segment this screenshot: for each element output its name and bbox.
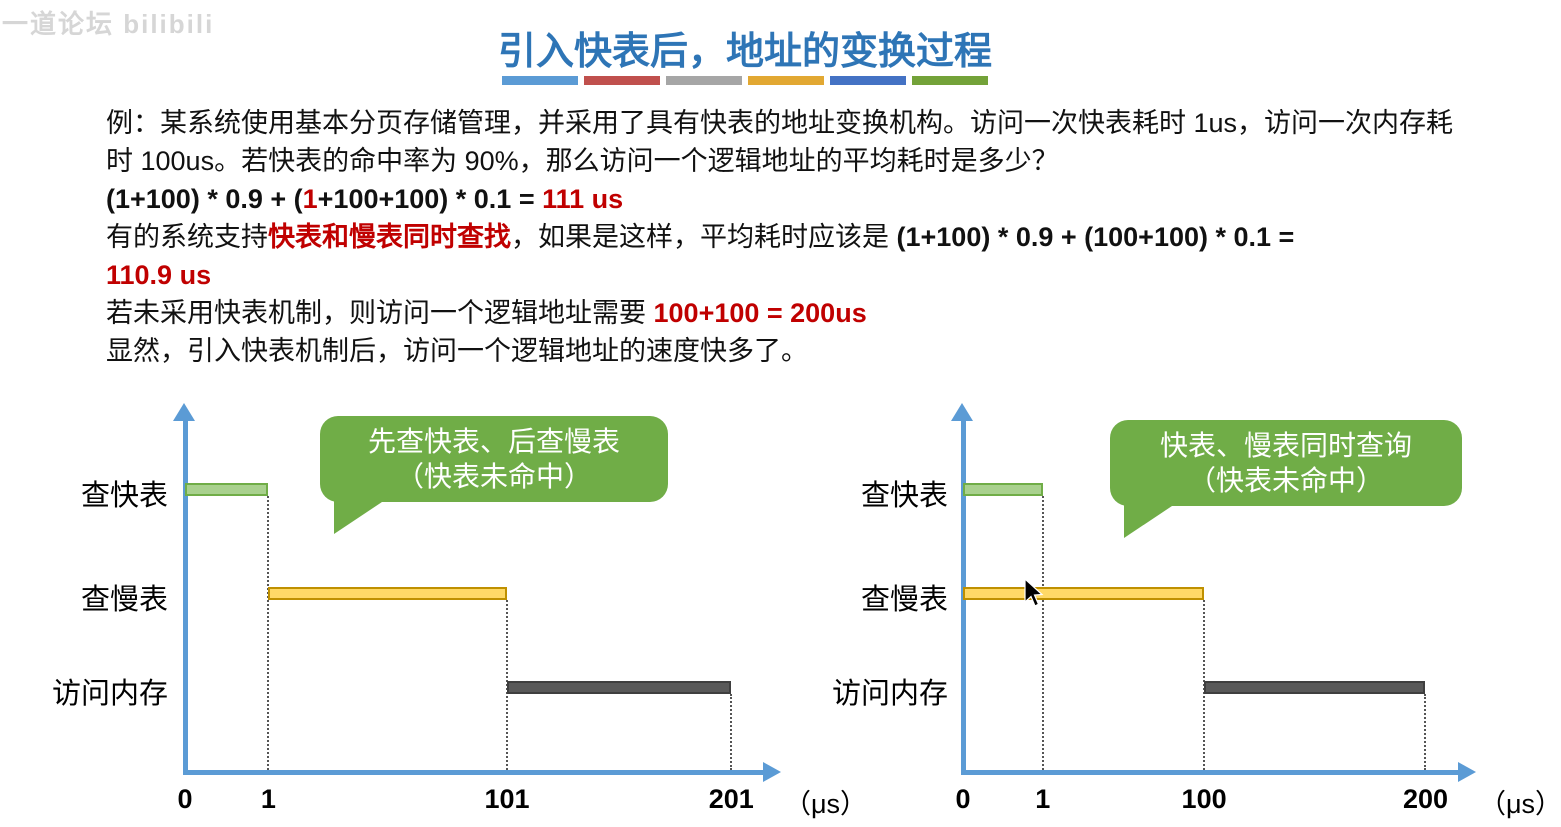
formula-part: +100+100) * 0.1 = — [317, 184, 543, 214]
x-axis-arrow-icon — [763, 762, 781, 782]
row-label: 访问内存 — [831, 678, 948, 710]
y-axis-arrow-icon — [173, 403, 195, 421]
bubble-line2: （快表未命中） — [1187, 465, 1384, 496]
row-label: 查慢表 — [860, 584, 948, 616]
underline-segment — [912, 76, 988, 85]
formula-result: 111 us — [542, 184, 624, 214]
row-label: 查慢表 — [80, 584, 168, 616]
watermark: 一道论坛 bilibili — [2, 9, 215, 39]
underline-segment — [666, 76, 742, 85]
body-text: 例：某系统使用基本分页存储管理，并采用了具有快表的地址变换机构。访问一次快表耗时… — [106, 104, 1456, 370]
timeline-chart-sequential: 先查快表、后查慢表 （快表未命中） 查快表查慢表访问内存 0 1 101 201 （μs） — [20, 398, 867, 826]
row-label: 访问内存 — [51, 678, 168, 710]
underline-segment — [584, 76, 660, 85]
row-label: 查快表 — [860, 480, 948, 512]
guide-line — [267, 496, 270, 770]
example-paragraph: 例：某系统使用基本分页存储管理，并采用了具有快表的地址变换机构。访问一次快表耗时… — [106, 104, 1456, 180]
formula-highlight: 1 — [302, 184, 318, 214]
underline-segment — [502, 76, 578, 85]
formula-part: (1+100) * 0.9 + (100+100) * 0.1 = — [896, 222, 1295, 252]
bubble-tail-icon — [334, 498, 388, 534]
title-underline — [502, 76, 988, 85]
timeline-bar-slow — [268, 587, 507, 600]
mouse-cursor-icon — [1024, 578, 1044, 607]
callout-bubble: 先查快表、后查慢表 （快表未命中） — [320, 416, 668, 534]
underline-segment — [830, 76, 906, 85]
x-axis-arrow-icon — [1458, 762, 1476, 782]
text-part: 有的系统支持 — [106, 222, 268, 252]
guide-line — [1041, 496, 1044, 770]
x-axis-unit: （μs） — [784, 789, 868, 819]
formula-line-average: (1+100) * 0.9 + (1+100+100) * 0.1 = 111 … — [106, 180, 1456, 218]
underline-segment — [748, 76, 824, 85]
x-axis-unit: （μs） — [1479, 789, 1561, 819]
y-axis-arrow-icon — [951, 403, 973, 421]
x-tick-0: 0 — [955, 784, 971, 814]
no-tlb-line: 若未采用快表机制，则访问一个逻辑地址需要 100+100 = 200us — [106, 294, 1456, 332]
guide-line — [1424, 694, 1427, 770]
x-tick-1: 1 — [260, 784, 276, 814]
formula-result: 100+100 = 200us — [653, 298, 867, 328]
row-label: 查快表 — [80, 480, 168, 512]
conclusion-line: 显然，引入快表机制后，访问一个逻辑地址的速度快多了。 — [106, 332, 1456, 370]
timeline-bar-mem — [507, 681, 732, 694]
parallel-lookup-line: 有的系统支持快表和慢表同时查找，如果是这样，平均耗时应该是 (1+100) * … — [106, 218, 1456, 256]
x-tick-201: 201 — [708, 784, 754, 814]
y-axis — [183, 420, 188, 772]
timeline-bar-fast — [963, 483, 1043, 496]
timeline-bar-slow — [963, 587, 1205, 600]
parallel-result-line: 110.9 us — [106, 256, 1456, 294]
timeline-bar-mem — [1204, 681, 1426, 694]
guide-line — [730, 694, 733, 770]
x-tick-0: 0 — [177, 784, 193, 814]
callout-bubble: 快表、慢表同时查询 （快表未命中） — [1110, 420, 1462, 538]
x-axis — [183, 770, 764, 775]
x-axis — [961, 770, 1459, 775]
text-part: ，如果是这样，平均耗时应该是 — [511, 222, 897, 252]
x-tick-200: 200 — [1402, 784, 1448, 814]
bubble-line1: 快表、慢表同时查询 — [1159, 430, 1412, 461]
x-tick-100: 100 — [1181, 784, 1227, 814]
text-highlight: 快表和慢表同时查找 — [268, 222, 511, 252]
bubble-line2: （快表未命中） — [395, 461, 592, 492]
x-tick-1: 1 — [1035, 784, 1051, 814]
formula-result: 110.9 us — [106, 260, 212, 290]
x-tick-101: 101 — [484, 784, 530, 814]
example-text: 例：某系统使用基本分页存储管理，并采用了具有快表的地址变换机构。访问一次快表耗时… — [106, 108, 1454, 176]
timeline-bar-fast — [185, 483, 269, 496]
page-title: 引入快表后，地址的变换过程 — [497, 31, 992, 73]
text-part: 显然，引入快表机制后，访问一个逻辑地址的速度快多了。 — [106, 336, 808, 366]
bubble-tail-icon — [1124, 502, 1178, 538]
formula-part: (1+100) * 0.9 + ( — [106, 184, 303, 214]
text-part: 若未采用快表机制，则访问一个逻辑地址需要 — [106, 298, 654, 328]
timeline-chart-parallel: 快表、慢表同时查询 （快表未命中） 查快表查慢表访问内存 0 1 100 200 （μs） — [800, 398, 1561, 826]
bubble-line1: 先查快表、后查慢表 — [367, 426, 620, 457]
